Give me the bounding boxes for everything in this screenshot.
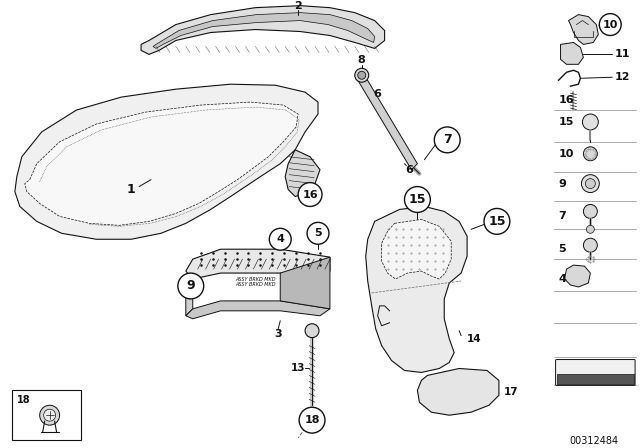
Polygon shape: [358, 77, 417, 170]
Polygon shape: [280, 257, 330, 309]
Circle shape: [40, 405, 60, 425]
Text: 15: 15: [409, 193, 426, 206]
Circle shape: [307, 222, 329, 244]
Text: 5: 5: [559, 244, 566, 254]
Circle shape: [44, 409, 56, 421]
Text: 10: 10: [602, 20, 618, 30]
Circle shape: [584, 204, 597, 218]
Text: 10: 10: [559, 149, 574, 159]
Circle shape: [299, 407, 325, 433]
Polygon shape: [186, 249, 330, 279]
Text: 16: 16: [559, 95, 574, 105]
Polygon shape: [417, 369, 499, 415]
Text: 18: 18: [304, 415, 320, 425]
Polygon shape: [153, 13, 374, 48]
Text: 9: 9: [186, 280, 195, 293]
Circle shape: [581, 175, 599, 193]
Circle shape: [178, 273, 204, 299]
Polygon shape: [25, 102, 298, 225]
Text: ASSY BRKD MKD: ASSY BRKD MKD: [235, 283, 276, 288]
Polygon shape: [15, 84, 318, 239]
Text: 7: 7: [559, 211, 566, 221]
Circle shape: [582, 114, 598, 130]
Polygon shape: [285, 150, 320, 197]
Circle shape: [484, 208, 510, 234]
Text: 15: 15: [488, 215, 506, 228]
Text: 4: 4: [276, 234, 284, 244]
Text: 4: 4: [559, 274, 566, 284]
Bar: [557, 375, 634, 384]
Circle shape: [435, 127, 460, 153]
Circle shape: [586, 179, 595, 189]
Text: 17: 17: [504, 388, 518, 397]
Text: ASSY BRKD MKD: ASSY BRKD MKD: [235, 276, 276, 281]
Circle shape: [599, 13, 621, 35]
Text: 16: 16: [302, 190, 318, 199]
Circle shape: [358, 71, 365, 79]
Circle shape: [298, 183, 322, 207]
Text: 18: 18: [17, 395, 31, 405]
Circle shape: [586, 225, 595, 233]
Circle shape: [584, 238, 597, 252]
Text: 15: 15: [559, 117, 574, 127]
Text: 2: 2: [294, 0, 302, 11]
Polygon shape: [186, 279, 193, 316]
Polygon shape: [561, 43, 584, 65]
Polygon shape: [564, 265, 590, 287]
Polygon shape: [568, 15, 598, 44]
Bar: [12, 390, 81, 440]
Circle shape: [269, 228, 291, 250]
FancyBboxPatch shape: [556, 360, 635, 385]
Text: 7: 7: [443, 134, 452, 146]
Circle shape: [584, 147, 597, 161]
Text: 6: 6: [406, 165, 413, 175]
Text: 8: 8: [358, 56, 365, 65]
Text: 5: 5: [314, 228, 322, 238]
Polygon shape: [365, 207, 467, 372]
Text: 3: 3: [275, 329, 282, 339]
Circle shape: [355, 68, 369, 82]
Text: 12: 12: [614, 72, 630, 82]
Text: 13: 13: [291, 363, 305, 374]
Text: 11: 11: [614, 49, 630, 60]
Text: 1: 1: [127, 183, 136, 196]
Circle shape: [305, 324, 319, 338]
Text: 9: 9: [559, 179, 566, 189]
Polygon shape: [381, 220, 451, 279]
Polygon shape: [186, 301, 330, 319]
Text: 14: 14: [467, 334, 482, 344]
Text: 6: 6: [374, 89, 381, 99]
Polygon shape: [141, 6, 385, 54]
Circle shape: [404, 186, 430, 212]
Text: 00312484: 00312484: [570, 436, 619, 446]
